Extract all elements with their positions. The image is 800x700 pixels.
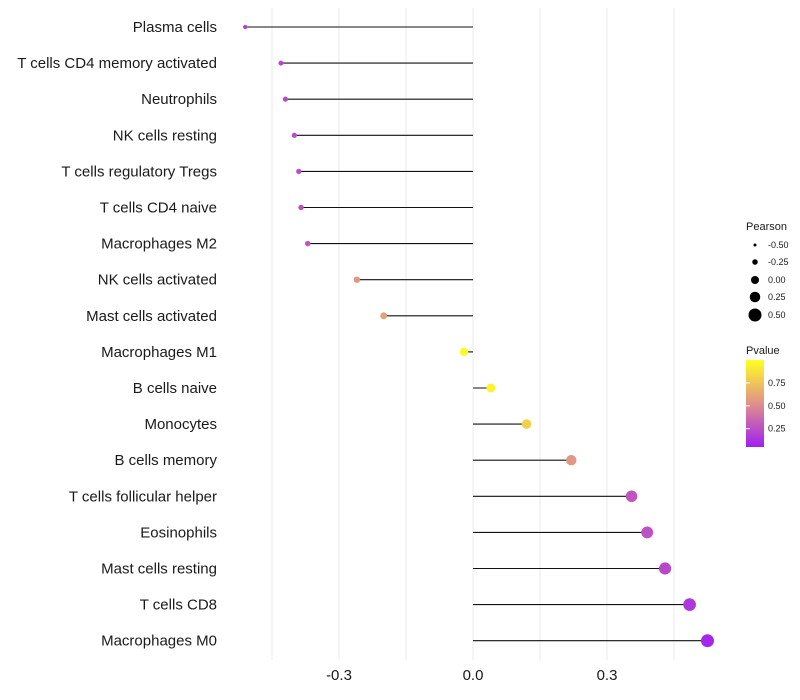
size-legend-label: 0.25 <box>768 292 786 302</box>
size-legend-dot <box>752 259 758 265</box>
category-label: T cells CD4 memory activated <box>17 55 217 72</box>
lollipop-dot <box>625 490 638 503</box>
category-label: Monocytes <box>144 416 217 433</box>
pearson-size-legend: Pearson -0.50 -0.25 0.00 0.25 0.50 <box>746 221 789 322</box>
lollipop-dot <box>278 60 284 66</box>
category-label: Macrophages M1 <box>101 344 217 361</box>
pvalue-colorbar <box>746 360 764 447</box>
category-label: Mast cells activated <box>86 308 217 325</box>
lollipop-dot <box>282 96 288 102</box>
lollipop-dot <box>459 347 469 357</box>
lollipop-dot <box>380 312 388 320</box>
category-label: Plasma cells <box>133 19 217 36</box>
size-legend-label: 0.00 <box>768 275 786 285</box>
colorbar-label: 0.25 <box>768 424 786 434</box>
x-tick-label: -0.3 <box>326 667 352 684</box>
lollipop-dot <box>486 383 496 393</box>
size-legend-dot <box>751 276 759 284</box>
category-label: T cells CD4 naive <box>100 200 217 217</box>
category-label: NK cells activated <box>98 272 217 289</box>
category-labels: Plasma cells T cells CD4 memory activated… <box>17 19 217 650</box>
size-legend-label: -0.25 <box>768 257 789 267</box>
colorbar-label: 0.75 <box>768 378 786 388</box>
category-label: Neutrophils <box>141 91 217 108</box>
pearson-legend-title: Pearson <box>746 221 787 233</box>
category-label: Macrophages M0 <box>101 633 217 650</box>
lollipop-dot <box>658 562 672 575</box>
size-legend-label: -0.50 <box>768 240 789 250</box>
size-legend-label: 0.50 <box>768 310 786 320</box>
x-tick-label: 0.3 <box>597 667 618 684</box>
category-label: NK cells resting <box>113 127 217 144</box>
category-label: Macrophages M2 <box>101 236 217 253</box>
lollipop-dot <box>296 168 302 175</box>
category-label: T cells CD8 <box>140 597 217 614</box>
category-label: T cells regulatory Tregs <box>61 163 217 180</box>
category-label: Eosinophils <box>140 524 217 541</box>
category-label: T cells follicular helper <box>69 488 217 505</box>
category-label: B cells memory <box>114 452 217 469</box>
size-legend-dot <box>748 308 762 322</box>
pvalue-legend-title: Pvalue <box>746 345 780 357</box>
pvalue-color-legend: Pvalue 0.75 0.50 0.25 <box>746 345 786 447</box>
colorbar-label: 0.50 <box>768 401 786 411</box>
lollipop-stems <box>245 26 708 642</box>
lollipop-dot <box>304 240 311 247</box>
x-tick-label: 0.0 <box>463 667 484 684</box>
size-legend-dot <box>749 291 761 303</box>
lollipop-dots <box>243 24 714 648</box>
size-legend-dot <box>753 243 757 247</box>
lollipop-dot <box>701 634 714 648</box>
x-axis-ticks: -0.3 0.0 0.3 <box>326 667 617 684</box>
lollipop-dot <box>566 454 577 466</box>
lollipop-dot <box>298 204 304 211</box>
category-label: B cells naive <box>133 380 217 397</box>
grid-lines <box>271 8 675 660</box>
lollipop-dot <box>243 24 248 30</box>
category-label: Mast cells resting <box>101 561 217 578</box>
lollipop-dot <box>353 276 361 283</box>
lollipop-dot <box>641 526 654 539</box>
lollipop-dot <box>521 419 532 429</box>
lollipop-dot <box>683 598 696 611</box>
lollipop-dot <box>291 132 297 138</box>
